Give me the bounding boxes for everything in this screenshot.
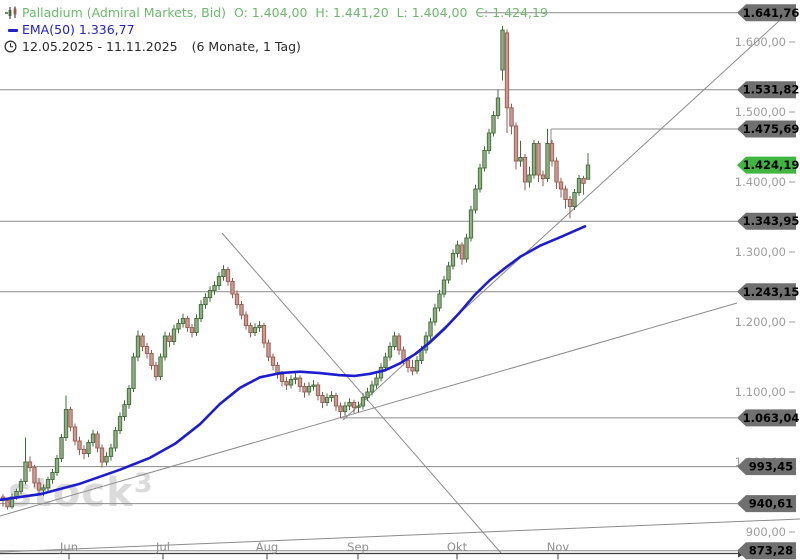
ema-legend-dash-icon	[8, 29, 18, 32]
svg-text:1.475,69: 1.475,69	[743, 122, 800, 136]
ema-value: 1.336,77	[78, 22, 135, 37]
instrument-name: Palladium (Admiral Markets, Bid)	[22, 5, 227, 20]
x-axis-label-Aug: Aug	[256, 540, 278, 554]
y-axis-label-900,00: 900,00	[746, 525, 786, 539]
price-badge-993,45: 993,45	[737, 458, 796, 476]
y-axis-label-1.500,00: 1.500,00	[735, 105, 786, 119]
price-badge-1.343,95: 1.343,95	[737, 212, 800, 230]
svg-text:1.641,76: 1.641,76	[743, 6, 800, 20]
ema-label: EMA(50)	[22, 22, 75, 37]
level-line-1.475,69[interactable]	[550, 128, 737, 150]
price-badge-1.475,69: 1.475,69	[737, 120, 800, 138]
svg-text:1.343,95: 1.343,95	[743, 214, 800, 228]
x-axis-label-Sep: Sep	[347, 540, 369, 554]
date-range-text: 12.05.2025 - 11.11.2025	[22, 39, 178, 54]
svg-text:1.243,15: 1.243,15	[743, 285, 800, 299]
trendline-descending-from-july-high[interactable]	[221, 232, 502, 554]
price-badge-873,28: 873,28	[737, 542, 796, 560]
price-badge-1.641,76: 1.641,76	[737, 4, 800, 22]
svg-text:1.424,19: 1.424,19	[743, 158, 800, 172]
y-axis-label-1.200,00: 1.200,00	[735, 315, 786, 329]
clock-icon	[4, 40, 17, 53]
x-axis-label-Nov: Nov	[547, 540, 570, 554]
price-badge-1.424,19: 1.424,19	[737, 156, 800, 174]
watermark-stock3: stock3	[8, 468, 154, 516]
x-axis-label-Jun: Jun	[59, 540, 78, 554]
svg-text:1.063,04: 1.063,04	[743, 411, 800, 425]
candlestick-icon	[5, 6, 17, 19]
price-badge-1.063,04: 1.063,04	[737, 409, 800, 427]
x-axis-label-Jul: Jul	[155, 540, 170, 554]
date-range: 12.05.2025 - 11.11.2025 (6 Monate, 1 Tag)	[22, 40, 301, 54]
x-axis-label-Okt: Okt	[447, 540, 468, 554]
y-axis-label-1.400,00: 1.400,00	[735, 175, 786, 189]
y-axis-label-1.100,00: 1.100,00	[735, 385, 786, 399]
svg-text:1.531,82: 1.531,82	[743, 83, 800, 97]
price-badge-940,61: 940,61	[737, 495, 796, 513]
svg-text:940,61: 940,61	[749, 497, 793, 511]
price-badge-1.243,15: 1.243,15	[737, 283, 800, 301]
period-text: (6 Monate, 1 Tag)	[191, 39, 301, 54]
ohlc-values: O: 1.404,00 H: 1.441,20 L: 1.404,00 C: 1…	[226, 5, 548, 20]
svg-text:873,28: 873,28	[749, 544, 793, 558]
svg-text:993,45: 993,45	[749, 460, 793, 474]
ema-legend[interactable]: EMA(50) 1.336,77	[22, 23, 135, 37]
instrument-title: Palladium (Admiral Markets, Bid) O: 1.40…	[22, 6, 548, 20]
price-badge-1.531,82: 1.531,82	[737, 81, 800, 99]
trendline-ascending-shallow-base[interactable]	[0, 518, 800, 553]
y-axis-label-1.300,00: 1.300,00	[735, 245, 786, 259]
trendline-ascending-long-support[interactable]	[0, 302, 738, 517]
y-axis-label-1.600,00: 1.600,00	[735, 35, 786, 49]
candles	[0, 25, 591, 510]
ema50-line[interactable]	[0, 225, 587, 502]
